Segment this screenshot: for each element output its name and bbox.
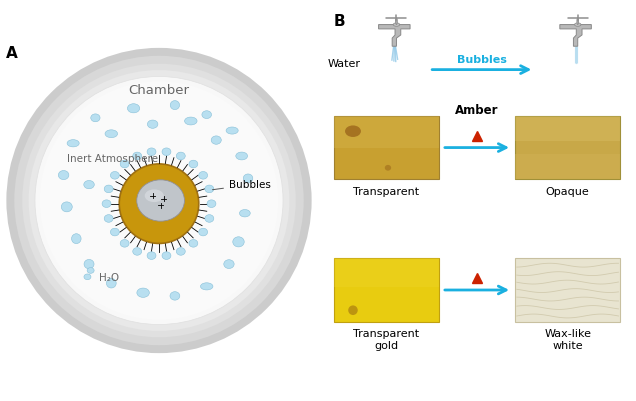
Ellipse shape — [133, 152, 142, 160]
Ellipse shape — [345, 126, 361, 137]
Ellipse shape — [243, 174, 253, 182]
Ellipse shape — [147, 252, 156, 259]
Ellipse shape — [128, 103, 139, 113]
Ellipse shape — [349, 306, 357, 315]
Ellipse shape — [224, 259, 234, 269]
Ellipse shape — [61, 203, 73, 211]
Ellipse shape — [83, 259, 95, 269]
FancyBboxPatch shape — [515, 154, 620, 179]
Ellipse shape — [207, 200, 216, 207]
Ellipse shape — [205, 185, 214, 193]
Ellipse shape — [211, 136, 221, 144]
Ellipse shape — [22, 64, 296, 337]
Ellipse shape — [176, 247, 185, 255]
Ellipse shape — [137, 180, 184, 221]
Ellipse shape — [120, 164, 198, 243]
Text: A: A — [6, 46, 18, 61]
FancyBboxPatch shape — [515, 258, 620, 322]
Ellipse shape — [198, 172, 207, 179]
Ellipse shape — [198, 228, 207, 236]
Ellipse shape — [106, 130, 116, 137]
Ellipse shape — [226, 126, 238, 135]
Ellipse shape — [39, 81, 279, 320]
Text: Chamber: Chamber — [128, 84, 190, 97]
Text: Water: Water — [328, 59, 361, 69]
FancyBboxPatch shape — [515, 116, 620, 179]
Ellipse shape — [148, 120, 158, 128]
Ellipse shape — [104, 215, 113, 222]
Text: H₂O: H₂O — [99, 273, 119, 284]
Ellipse shape — [133, 247, 142, 255]
FancyBboxPatch shape — [515, 116, 620, 141]
Ellipse shape — [120, 160, 129, 168]
Ellipse shape — [145, 189, 164, 202]
Ellipse shape — [35, 77, 283, 324]
Text: B: B — [334, 14, 345, 29]
Ellipse shape — [29, 70, 289, 331]
Ellipse shape — [120, 239, 129, 247]
Ellipse shape — [577, 18, 579, 24]
Ellipse shape — [84, 274, 91, 279]
Text: Transparent: Transparent — [354, 187, 419, 197]
FancyBboxPatch shape — [334, 116, 439, 148]
Text: Bubbles: Bubbles — [457, 55, 507, 65]
Ellipse shape — [57, 171, 70, 179]
Ellipse shape — [201, 111, 212, 119]
Ellipse shape — [385, 165, 391, 171]
FancyBboxPatch shape — [334, 258, 439, 322]
Polygon shape — [378, 24, 410, 46]
Text: Bubbles: Bubbles — [212, 180, 271, 190]
Ellipse shape — [111, 172, 120, 179]
Ellipse shape — [104, 185, 113, 193]
Ellipse shape — [240, 210, 250, 217]
Ellipse shape — [162, 252, 171, 259]
Ellipse shape — [233, 237, 244, 246]
Ellipse shape — [67, 138, 79, 148]
Ellipse shape — [90, 113, 101, 122]
Ellipse shape — [574, 23, 581, 26]
Ellipse shape — [87, 267, 94, 273]
Ellipse shape — [396, 18, 398, 24]
Text: Transparent
gold: Transparent gold — [354, 330, 419, 351]
Ellipse shape — [147, 148, 156, 156]
Text: Inert Atmosphere: Inert Atmosphere — [67, 154, 158, 164]
Ellipse shape — [189, 239, 198, 247]
Ellipse shape — [393, 23, 399, 26]
Ellipse shape — [176, 152, 185, 160]
Ellipse shape — [186, 117, 196, 125]
Ellipse shape — [84, 180, 94, 189]
Ellipse shape — [205, 215, 214, 222]
Ellipse shape — [169, 291, 181, 301]
Ellipse shape — [162, 148, 171, 156]
Text: Amber: Amber — [455, 103, 499, 117]
Ellipse shape — [237, 152, 246, 160]
Text: Opaque: Opaque — [546, 187, 590, 197]
FancyBboxPatch shape — [334, 258, 439, 287]
Ellipse shape — [71, 234, 82, 243]
Ellipse shape — [202, 282, 212, 291]
Ellipse shape — [189, 160, 198, 168]
Ellipse shape — [6, 48, 312, 353]
Ellipse shape — [138, 289, 148, 296]
Ellipse shape — [106, 279, 116, 287]
Polygon shape — [560, 24, 591, 46]
Ellipse shape — [111, 228, 120, 236]
Ellipse shape — [102, 200, 111, 207]
FancyBboxPatch shape — [334, 116, 439, 179]
Ellipse shape — [169, 101, 181, 109]
Text: Wax-like
white: Wax-like white — [544, 330, 591, 351]
Ellipse shape — [15, 56, 304, 345]
